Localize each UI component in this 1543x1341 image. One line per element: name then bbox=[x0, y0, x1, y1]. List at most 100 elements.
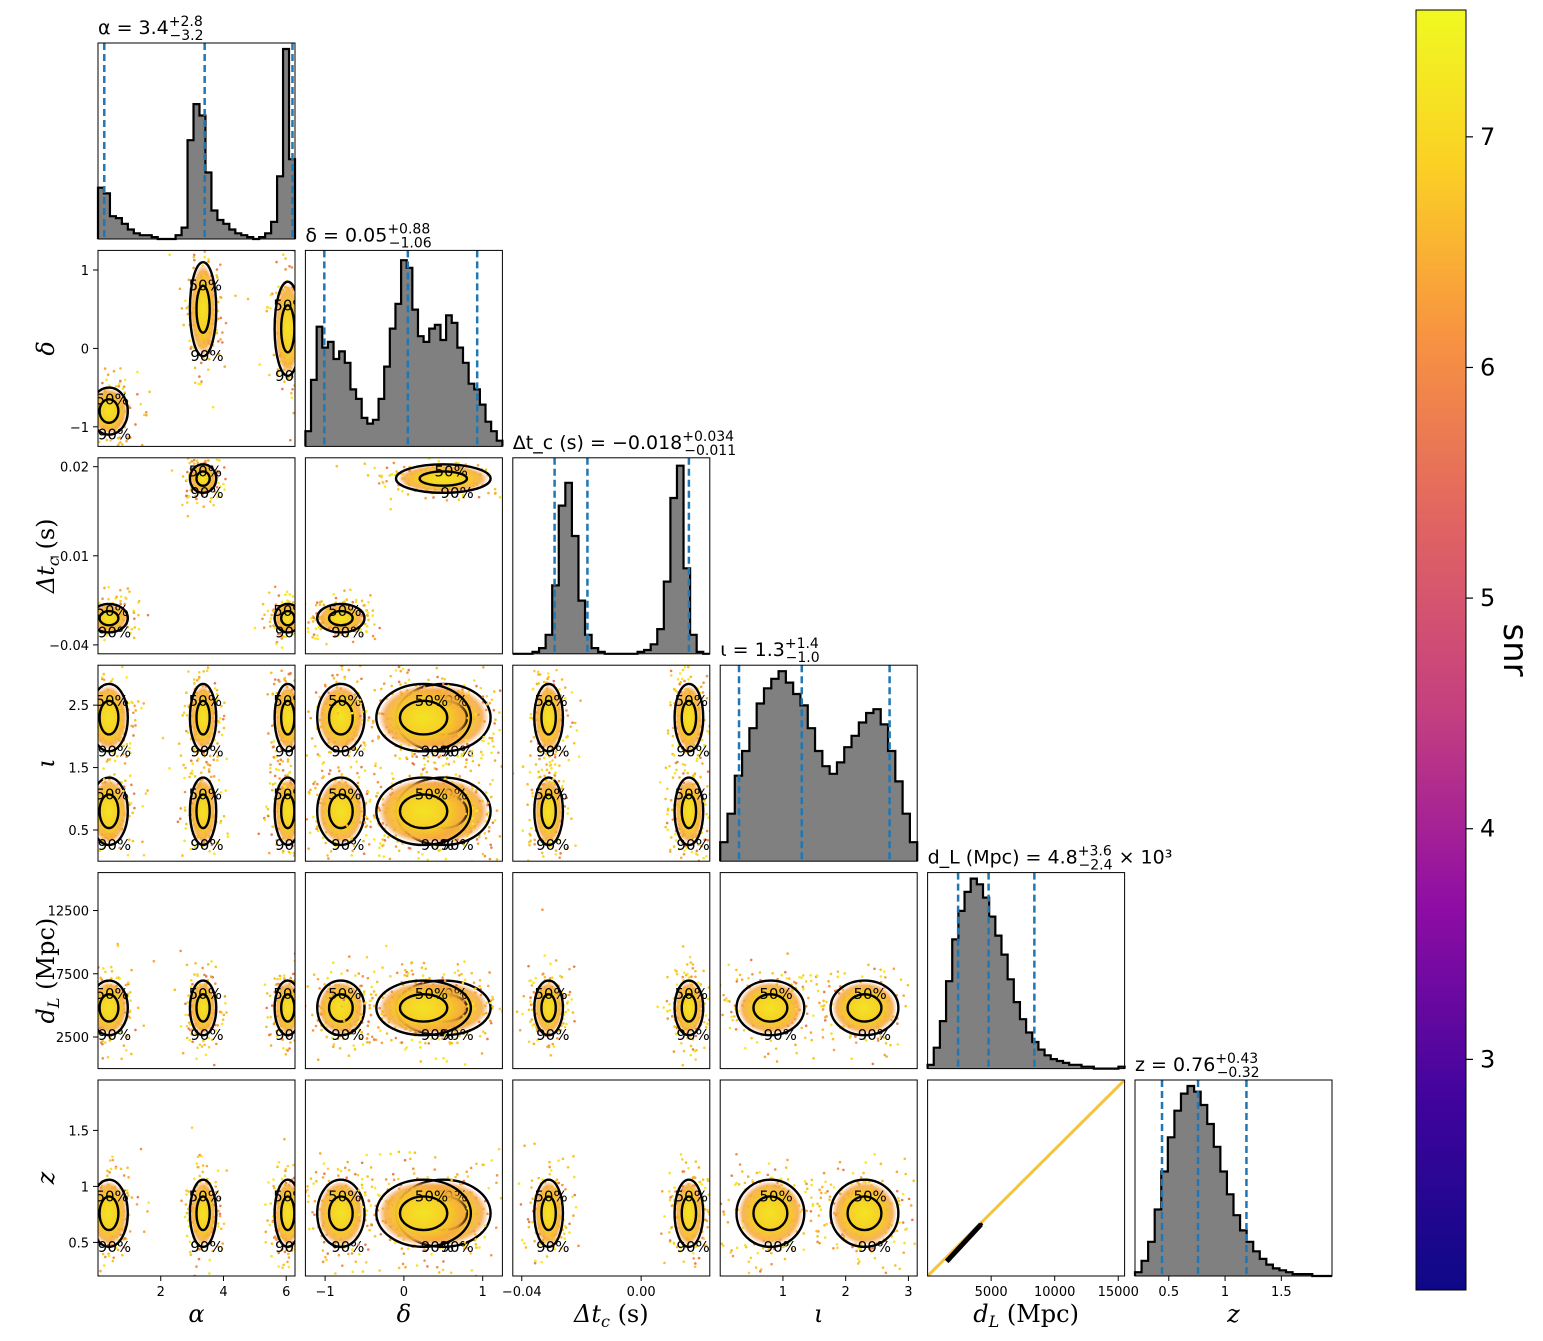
sample-point bbox=[359, 702, 363, 705]
sample-point bbox=[686, 771, 689, 775]
sample-point bbox=[575, 729, 579, 732]
sample-point bbox=[148, 390, 151, 394]
contour-label: 90% bbox=[190, 347, 223, 365]
sample-point bbox=[356, 700, 360, 703]
sample-point bbox=[125, 1048, 128, 1052]
sample-point bbox=[181, 854, 184, 857]
sample-point bbox=[204, 459, 207, 463]
hist-bar bbox=[199, 115, 206, 239]
sample-point bbox=[93, 399, 96, 402]
sample-point bbox=[197, 757, 200, 761]
sample-point bbox=[217, 698, 220, 702]
sample-point bbox=[506, 803, 509, 806]
sample-point bbox=[297, 1022, 300, 1025]
sample-point bbox=[86, 625, 89, 628]
sample-point bbox=[372, 814, 376, 817]
sample-point bbox=[89, 682, 92, 685]
hist-bar bbox=[676, 465, 684, 654]
sample-point bbox=[133, 704, 136, 708]
sample-point bbox=[437, 459, 441, 463]
contour-label: 90% bbox=[275, 836, 308, 854]
hist-bar bbox=[350, 389, 357, 447]
sample-point bbox=[288, 1047, 291, 1050]
sample-point bbox=[296, 1042, 299, 1045]
hist-panel-z: z = 0.76+0.43 −0.32 bbox=[1133, 1051, 1333, 1278]
sample-point bbox=[222, 466, 226, 469]
hist-bar bbox=[193, 104, 200, 239]
sample-point bbox=[492, 745, 495, 748]
sample-point bbox=[528, 832, 532, 836]
sample-point bbox=[130, 1052, 133, 1056]
sample-point bbox=[203, 250, 207, 253]
sample-point bbox=[182, 323, 185, 327]
hist-frame bbox=[719, 664, 918, 862]
sample-point bbox=[93, 777, 96, 780]
sample-point bbox=[678, 672, 682, 675]
sample-point bbox=[120, 1031, 124, 1034]
sample-point bbox=[669, 798, 673, 802]
sample-point bbox=[671, 776, 675, 779]
hist-bar bbox=[1154, 1209, 1162, 1276]
sample-point bbox=[214, 281, 218, 285]
sample-point bbox=[529, 740, 533, 743]
hist-bar bbox=[815, 751, 823, 862]
sample-point bbox=[119, 595, 123, 598]
sample-point bbox=[117, 384, 121, 388]
sample-point bbox=[552, 679, 556, 683]
hist-bar bbox=[989, 916, 996, 1069]
sample-point bbox=[84, 805, 87, 808]
sample-point bbox=[467, 693, 470, 697]
contour-line bbox=[673, 682, 705, 753]
sample-point bbox=[375, 794, 378, 798]
sample-point bbox=[540, 851, 544, 855]
sample-point bbox=[299, 319, 302, 322]
sample-point bbox=[185, 1024, 189, 1028]
sample-point bbox=[297, 611, 300, 614]
sample-point bbox=[142, 413, 146, 417]
sample-point bbox=[201, 966, 204, 970]
sample-point bbox=[664, 797, 667, 801]
sample-point bbox=[272, 1022, 276, 1026]
sample-point bbox=[318, 754, 321, 758]
hist-bar bbox=[145, 235, 153, 239]
sample-point bbox=[207, 1036, 211, 1040]
sample-point bbox=[352, 844, 356, 848]
sample-point bbox=[443, 777, 447, 781]
sample-point bbox=[307, 790, 311, 794]
sample-point bbox=[82, 624, 85, 627]
density-blob bbox=[318, 604, 364, 632]
sample-point bbox=[369, 593, 372, 597]
hist-bar bbox=[1063, 1062, 1070, 1069]
sample-point bbox=[266, 807, 270, 811]
sample-point bbox=[310, 617, 313, 620]
sample-point bbox=[498, 835, 502, 838]
sample-point bbox=[94, 1020, 97, 1023]
sample-point bbox=[444, 762, 448, 766]
sample-point bbox=[130, 783, 133, 787]
sample-point bbox=[85, 794, 88, 797]
sample-point bbox=[297, 314, 300, 317]
sample-point bbox=[189, 772, 193, 775]
sample-point bbox=[281, 661, 284, 664]
sample-point bbox=[301, 628, 304, 631]
sample-point bbox=[683, 665, 687, 669]
sample-point bbox=[132, 792, 136, 795]
sample-point bbox=[555, 668, 558, 672]
sample-point bbox=[383, 839, 387, 842]
contour-line bbox=[195, 993, 211, 1023]
sample-point bbox=[92, 974, 95, 977]
sample-point bbox=[103, 865, 106, 868]
sample-point bbox=[371, 721, 375, 725]
sample-point bbox=[477, 781, 481, 785]
sample-point bbox=[373, 623, 376, 626]
contour-line bbox=[279, 304, 295, 354]
sample-point bbox=[262, 626, 266, 629]
hist-bar bbox=[395, 303, 402, 447]
sample-point bbox=[498, 689, 502, 692]
sample-point bbox=[126, 992, 130, 996]
sample-point bbox=[101, 1042, 104, 1046]
sample-point bbox=[542, 680, 546, 684]
sample-point bbox=[199, 382, 203, 385]
contour-line bbox=[316, 682, 366, 753]
sample-point bbox=[131, 811, 134, 815]
